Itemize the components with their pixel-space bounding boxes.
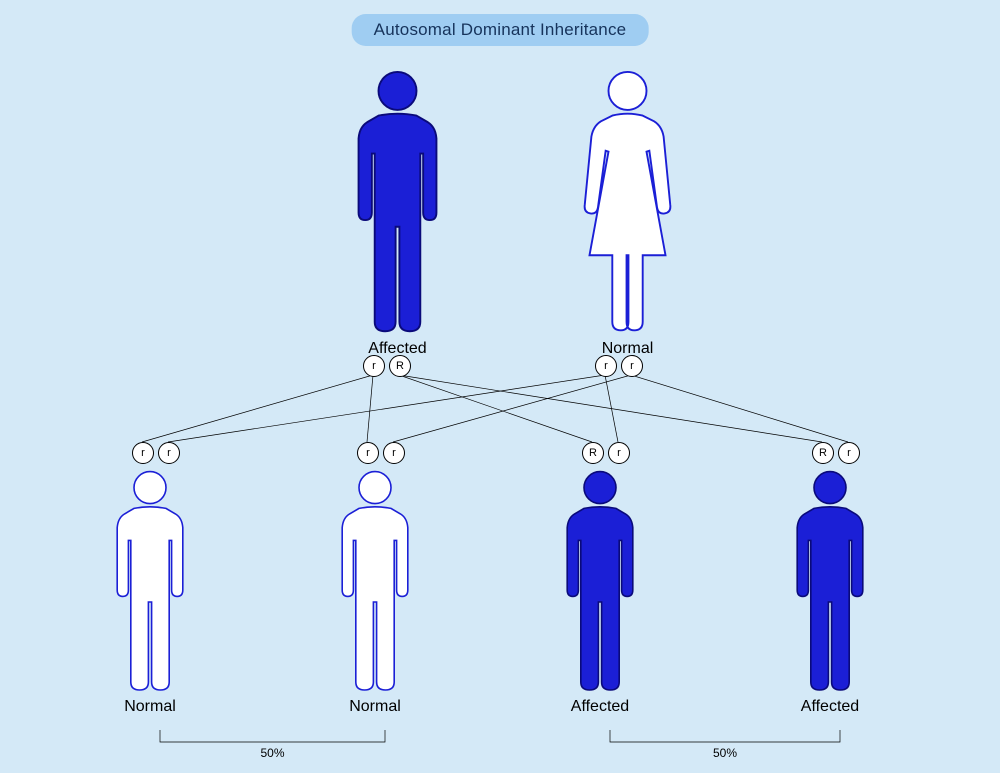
- child-c2-label: Normal: [315, 698, 435, 716]
- child-c1-label: Normal: [90, 698, 210, 716]
- child-c4-label: Affected: [770, 698, 890, 716]
- allele-c4.a1: r: [838, 442, 860, 464]
- child-c3-icon: [560, 470, 640, 694]
- allele-father.a1: R: [389, 355, 411, 377]
- child-c3: [560, 470, 640, 699]
- allele-mother.a0: r: [595, 355, 617, 377]
- allele-c1.a1: r: [158, 442, 180, 464]
- group-percent-1: 50%: [705, 746, 745, 760]
- parent-father-icon: [350, 70, 445, 336]
- diagram-canvas: Autosomal Dominant Inheritance Affected N…: [0, 0, 1000, 773]
- parent-father: [350, 70, 445, 341]
- child-c1-icon: [110, 470, 190, 694]
- allele-c3.a1: r: [608, 442, 630, 464]
- title-pill: Autosomal Dominant Inheritance: [352, 14, 649, 46]
- allele-mother.a1: r: [621, 355, 643, 377]
- child-c2-icon: [335, 470, 415, 694]
- child-c4-icon: [790, 470, 870, 694]
- title-text: Autosomal Dominant Inheritance: [374, 20, 627, 39]
- child-c1: [110, 470, 190, 699]
- allele-c4.a0: R: [812, 442, 834, 464]
- child-c4: [790, 470, 870, 699]
- allele-c2.a0: r: [357, 442, 379, 464]
- allele-c2.a1: r: [383, 442, 405, 464]
- group-percent-0: 50%: [253, 746, 293, 760]
- child-c3-label: Affected: [540, 698, 660, 716]
- allele-father.a0: r: [363, 355, 385, 377]
- parent-mother: [580, 70, 675, 341]
- allele-c1.a0: r: [132, 442, 154, 464]
- allele-c3.a0: R: [582, 442, 604, 464]
- parent-mother-icon: [580, 70, 675, 336]
- child-c2: [335, 470, 415, 699]
